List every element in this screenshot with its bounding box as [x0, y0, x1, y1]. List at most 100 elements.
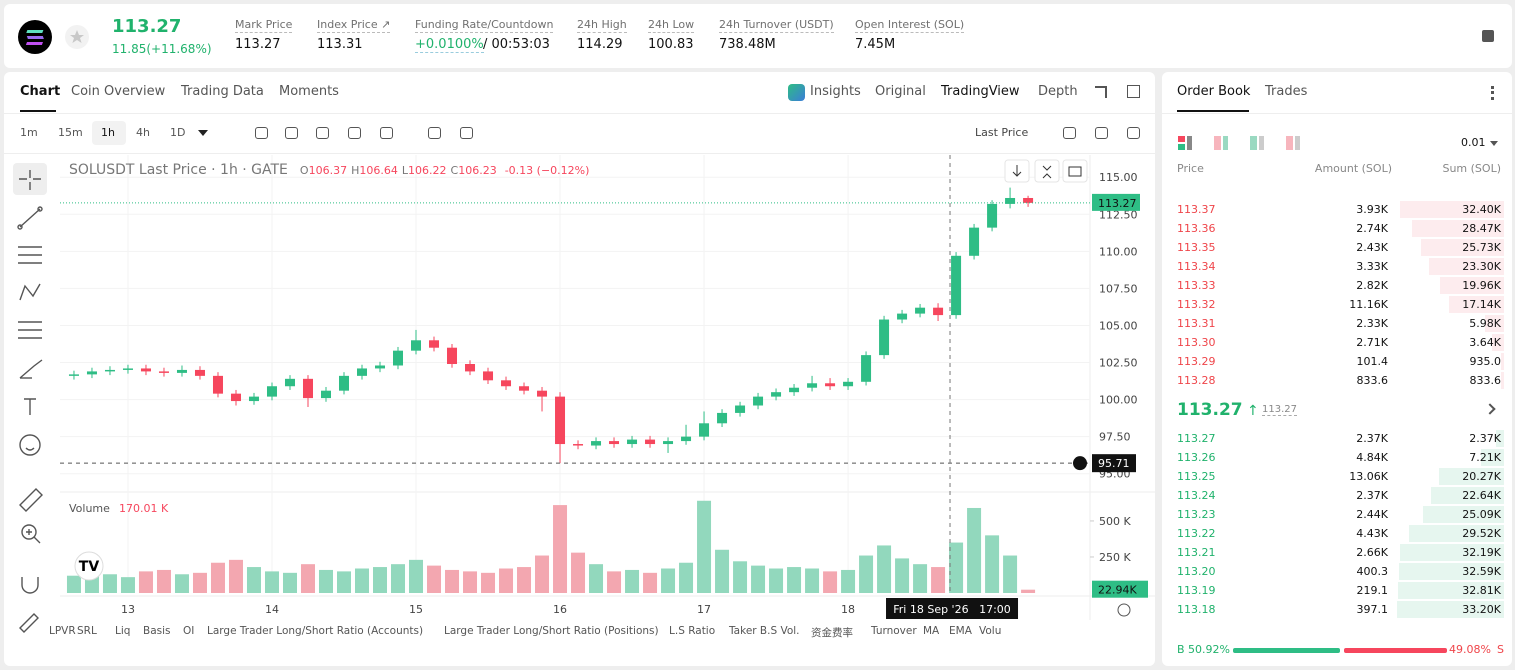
- book-price: 113.26: [1177, 451, 1216, 464]
- volume-bar: [246, 567, 261, 593]
- legend-key: L: [401, 164, 409, 177]
- x-tick-label: 15: [409, 603, 423, 616]
- interval[interactable]: 1D: [170, 126, 186, 139]
- book-sum: 28.47K: [1462, 222, 1501, 235]
- depth-bar: [1408, 525, 1504, 542]
- indicator[interactable]: Volu: [979, 625, 1002, 637]
- view-tab[interactable]: Insights: [810, 84, 861, 99]
- book-amount: 11.16K: [1349, 298, 1388, 311]
- indicator[interactable]: 资金费率: [811, 627, 853, 639]
- last-price: 113.27: [112, 16, 182, 37]
- book-price: 113.33: [1177, 279, 1216, 292]
- book-price: 113.34: [1177, 260, 1216, 273]
- candle-body: [519, 386, 530, 391]
- tab[interactable]: Moments: [279, 84, 339, 99]
- reset-button[interactable]: [1062, 159, 1088, 183]
- tab[interactable]: Trading Data: [181, 84, 264, 99]
- indicator[interactable]: Taker B.S Vol.: [729, 625, 800, 637]
- book-sum: 23.30K: [1462, 260, 1501, 273]
- legend-value: 106.22: [408, 164, 447, 177]
- book-amount: 397.1: [1356, 603, 1389, 616]
- candle-body: [338, 375, 349, 391]
- interval[interactable]: 1h: [101, 126, 115, 139]
- menu-dots: [1491, 86, 1494, 100]
- candle-body: [104, 369, 115, 372]
- chart-button-icons: [1012, 165, 1082, 179]
- interval-active: [92, 121, 126, 145]
- legend-key: O: [299, 164, 309, 177]
- view-tab[interactable]: Original: [875, 84, 926, 99]
- depth-bar: [1412, 220, 1504, 237]
- depth-bar: [1399, 201, 1504, 218]
- indicator[interactable]: Basis: [143, 625, 171, 637]
- volume-bar: [967, 507, 982, 593]
- y-tick-label: 112.50: [1099, 208, 1138, 221]
- stat-label: 24h Low: [648, 18, 695, 33]
- volume-bar: [300, 564, 315, 593]
- view-tab[interactable]: Depth: [1038, 84, 1078, 99]
- expand-icon: [1095, 86, 1107, 98]
- svg-text:TV: TV: [79, 559, 100, 575]
- volume-bar: [318, 569, 333, 593]
- book-amount: 2.82K: [1356, 279, 1388, 292]
- indicator[interactable]: Large Trader Long/Short Ratio (Accounts): [207, 625, 424, 637]
- window-icon: [1127, 85, 1140, 98]
- y-tick-label: 105.00: [1099, 319, 1138, 332]
- book-sum: 32.59K: [1462, 565, 1501, 578]
- book-price: 113.31: [1177, 317, 1216, 330]
- book-sum: 2.37K: [1469, 432, 1501, 445]
- indicator[interactable]: Liq: [115, 625, 131, 637]
- volume-bar: [751, 565, 766, 593]
- indicator[interactable]: Turnover: [871, 625, 917, 637]
- book-amount: 2.37K: [1356, 432, 1388, 445]
- candle-body: [753, 396, 764, 406]
- candle-body: [357, 368, 368, 376]
- indicator[interactable]: Large Trader Long/Short Ratio (Positions…: [444, 625, 659, 637]
- candle-body: [248, 396, 259, 402]
- volume-bar: [841, 569, 856, 593]
- volume-bar: [66, 575, 81, 593]
- toolbar-icon: [255, 127, 268, 139]
- volume-bar: [715, 549, 730, 593]
- tab[interactable]: Coin Overview: [71, 84, 166, 99]
- mark-price: 113.27: [1262, 404, 1297, 416]
- tab[interactable]: Chart: [20, 84, 61, 99]
- candle-body: [266, 386, 277, 397]
- candle-body: [1023, 197, 1034, 203]
- interval[interactable]: 1m: [20, 126, 38, 139]
- indicator[interactable]: EMA: [949, 625, 972, 637]
- volume-bar: [985, 535, 1000, 593]
- favorite-star[interactable]: [64, 24, 90, 50]
- buy-label: 50.92%: [1188, 643, 1230, 656]
- indicator[interactable]: MA: [923, 625, 940, 637]
- toolbar-icon: [1063, 127, 1076, 139]
- book-amount: 833.6: [1356, 374, 1389, 387]
- price-type[interactable]: Last Price: [975, 126, 1029, 139]
- last-price-label: 113.27: [1098, 197, 1137, 210]
- drawing-tools[interactable]: [13, 163, 47, 633]
- view-tab[interactable]: TradingView: [941, 84, 1020, 99]
- legend-change: -0.13 (−0.12%): [504, 164, 590, 177]
- volume-bar: [697, 500, 712, 593]
- interval[interactable]: 15m: [58, 126, 83, 139]
- indicator[interactable]: L.S Ratio: [669, 625, 716, 637]
- indicator[interactable]: OI: [183, 625, 195, 637]
- candle-body: [501, 380, 512, 387]
- stat-value: 100.83: [648, 37, 694, 52]
- candle-body: [987, 203, 998, 228]
- book-view-icons[interactable]: [1176, 134, 1306, 152]
- interval[interactable]: 4h: [136, 126, 150, 139]
- candle-body: [393, 350, 404, 366]
- volume-bar: [174, 574, 189, 593]
- depth-bar: [1423, 506, 1504, 523]
- book-sum: 5.98K: [1469, 317, 1501, 330]
- book-tab: Trades: [1265, 84, 1308, 99]
- depth-bar: [1397, 601, 1504, 618]
- indicator[interactable]: LPVR: [49, 625, 76, 637]
- price-change: 11.85(+11.68%): [112, 42, 212, 56]
- settings-icon[interactable]: [1117, 603, 1131, 617]
- chart-title: SOLUSDT Last Price · 1h · GATE: [69, 162, 288, 178]
- indicator[interactable]: SRL: [77, 625, 97, 637]
- scale-button[interactable]: [1034, 159, 1060, 183]
- bookmark-icon[interactable]: [1480, 28, 1496, 44]
